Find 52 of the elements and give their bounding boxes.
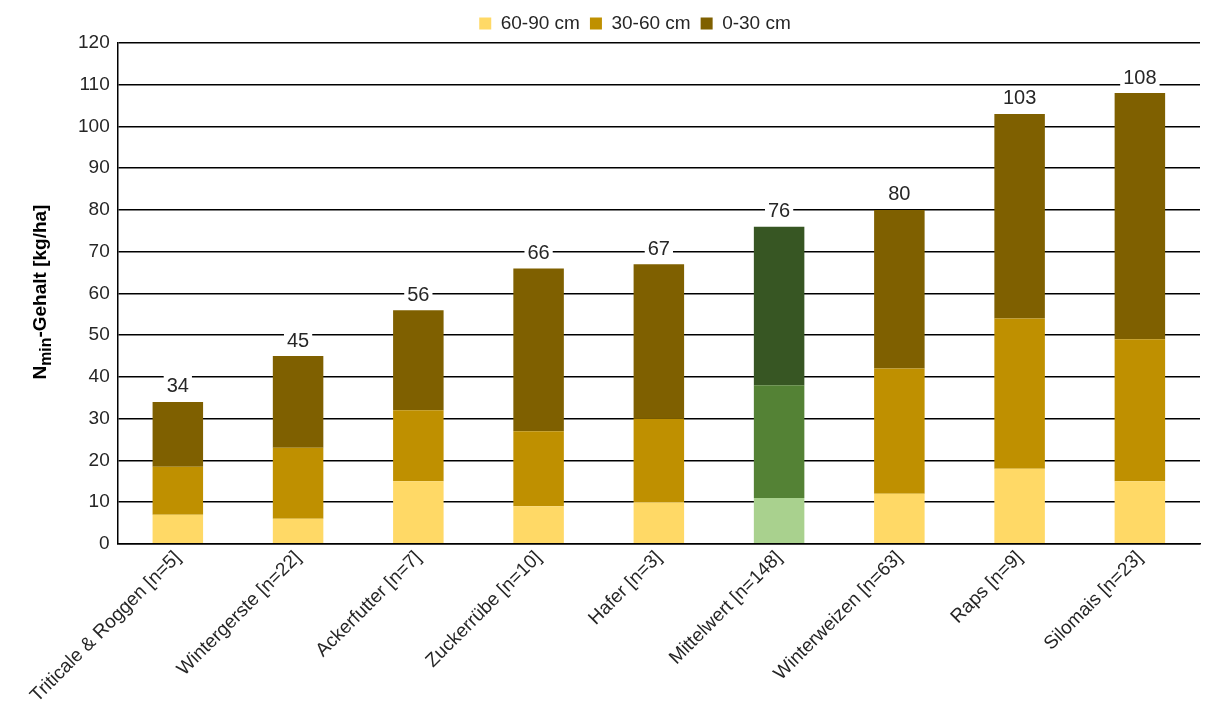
bar — [994, 113, 1045, 319]
legend-label: 60-90 cm — [500, 11, 580, 33]
y-tick-label: 20 — [88, 448, 110, 470]
bar — [513, 431, 564, 507]
bar — [152, 514, 204, 544]
y-tick-label: 70 — [88, 239, 110, 261]
y-tick-label: 90 — [88, 156, 110, 178]
bar — [513, 506, 564, 544]
total-label: 34 — [166, 374, 189, 397]
total-label: 56 — [407, 282, 430, 305]
y-tick-label: 10 — [88, 490, 110, 512]
y-tick-label: 30 — [88, 406, 110, 428]
bar — [753, 385, 805, 498]
bar — [152, 466, 204, 515]
bar — [994, 318, 1045, 469]
y-tick-label: 40 — [88, 365, 110, 387]
bar — [393, 310, 444, 411]
bar — [1114, 339, 1166, 482]
bar — [633, 502, 685, 544]
bar — [874, 368, 925, 494]
y-tick-label: 0 — [99, 532, 110, 554]
bar — [152, 401, 204, 467]
legend-label: 0-30 cm — [722, 11, 791, 33]
bar — [753, 226, 805, 386]
bar — [393, 481, 444, 544]
legend-label: 30-60 cm — [611, 11, 691, 33]
total-label: 76 — [767, 199, 791, 222]
y-tick-label: 80 — [88, 198, 110, 220]
y-tick-label: 50 — [88, 323, 110, 345]
total-label: 45 — [286, 328, 310, 351]
bar — [1114, 481, 1166, 544]
bar — [272, 447, 324, 519]
bar — [272, 356, 324, 448]
bar — [1114, 93, 1166, 340]
bar — [874, 209, 925, 369]
bar — [513, 268, 564, 432]
bar — [994, 468, 1045, 544]
bar — [393, 410, 444, 482]
bar — [874, 493, 925, 544]
y-tick-label: 120 — [78, 31, 110, 53]
y-tick-label: 110 — [79, 72, 110, 94]
total-label: 66 — [527, 240, 550, 263]
total-label: 108 — [1123, 65, 1157, 88]
y-tick-label: 60 — [88, 281, 110, 303]
bar — [633, 418, 685, 503]
total-label: 80 — [888, 182, 911, 205]
total-label: 67 — [647, 236, 670, 259]
bar — [633, 264, 685, 419]
bar — [753, 497, 805, 544]
y-tick-label: 100 — [78, 114, 110, 136]
bar — [272, 518, 324, 544]
total-label: 103 — [1002, 86, 1037, 109]
